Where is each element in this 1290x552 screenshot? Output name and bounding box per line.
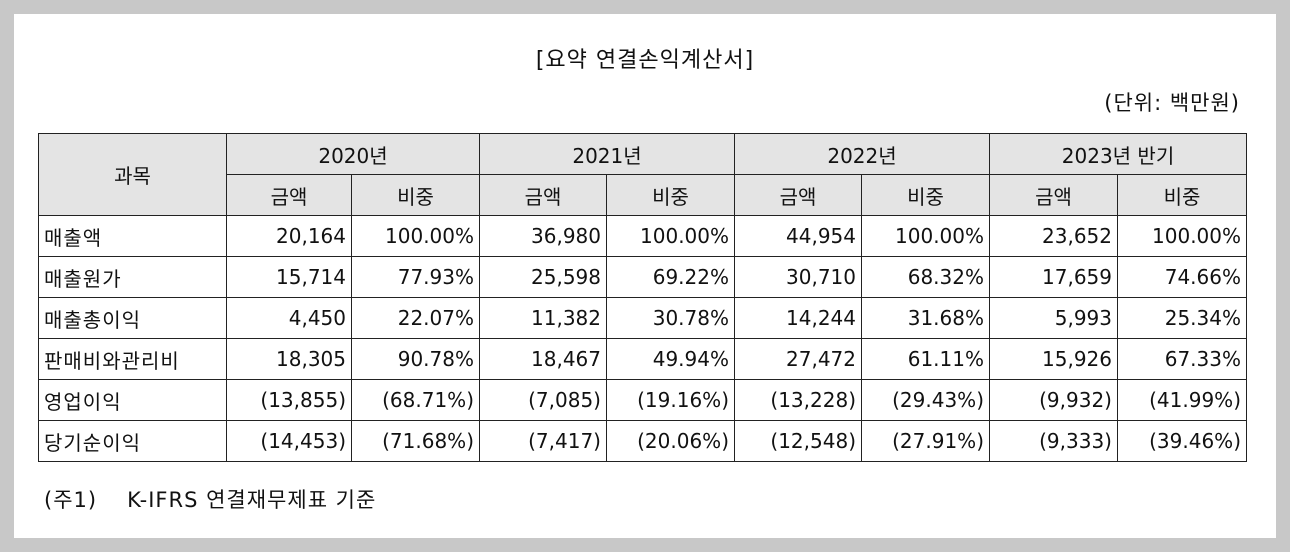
ratio-cell: 25.34%: [1117, 297, 1247, 339]
subject-header: 과목: [38, 133, 227, 216]
table-row: 판매비와관리비 18,305 90.78% 18,467 49.94% 27,472 61.…: [38, 338, 1247, 380]
ratio-cell: (41.99%): [1117, 379, 1247, 421]
amount-header: 금액: [734, 174, 862, 216]
amount-cell: (9,333): [989, 420, 1118, 462]
table-row: 매출액 20,164 100.00% 36,980 100.00% 44,954 100.0…: [38, 215, 1247, 257]
ratio-cell: (19.16%): [606, 379, 735, 421]
amount-header: 금액: [226, 174, 352, 216]
amount-cell: 15,926: [989, 338, 1118, 380]
row-label: 당기순이익: [38, 420, 227, 462]
ratio-cell: 100.00%: [1117, 215, 1247, 257]
ratio-cell: 100.00%: [861, 215, 990, 257]
amount-cell: 36,980: [479, 215, 607, 257]
amount-cell: 44,954: [734, 215, 862, 257]
footnote: (주1) K-IFRS 연결재무제표 기준: [44, 484, 376, 514]
ratio-cell: 22.07%: [351, 297, 480, 339]
row-label: 매출액: [38, 215, 227, 257]
amount-cell: 17,659: [989, 256, 1118, 298]
row-label: 판매비와관리비: [38, 338, 227, 380]
amount-cell: (7,417): [479, 420, 607, 462]
row-label: 영업이익: [38, 379, 227, 421]
ratio-cell: (71.68%): [351, 420, 480, 462]
amount-cell: 18,467: [479, 338, 607, 380]
amount-header: 금액: [989, 174, 1118, 216]
amount-cell: (9,932): [989, 379, 1118, 421]
ratio-cell: 69.22%: [606, 256, 735, 298]
period-header: 2023년 반기: [989, 133, 1247, 175]
amount-cell: 4,450: [226, 297, 352, 339]
ratio-header: 비중: [861, 174, 990, 216]
row-label: 매출원가: [38, 256, 227, 298]
header-row-sub: 금액 비중 금액 비중 금액 비중 금액 비중: [39, 174, 1247, 216]
amount-cell: 30,710: [734, 256, 862, 298]
ratio-cell: 74.66%: [1117, 256, 1247, 298]
document-title: [요약 연결손익계산서]: [535, 48, 755, 73]
table-row: 매출원가 15,714 77.93% 25,598 69.22% 30,710 68.32%…: [38, 256, 1247, 298]
table-row: 당기순이익 (14,453) (71.68%) (7,417) (20.06%) (12,…: [38, 420, 1247, 462]
footnote-marker: (주1): [44, 488, 98, 512]
ratio-cell: 49.94%: [606, 338, 735, 380]
ratio-header: 비중: [351, 174, 480, 216]
amount-header: 금액: [479, 174, 607, 216]
period-header: 2022년: [734, 133, 990, 175]
table-body: 매출액 20,164 100.00% 36,980 100.00% 44,954 100.0…: [38, 215, 1247, 462]
amount-cell: 20,164: [226, 215, 352, 257]
period-header: 2021년: [479, 133, 735, 175]
ratio-cell: 61.11%: [861, 338, 990, 380]
ratio-cell: 100.00%: [606, 215, 735, 257]
ratio-cell: 68.32%: [861, 256, 990, 298]
amount-cell: 25,598: [479, 256, 607, 298]
amount-cell: 15,714: [226, 256, 352, 298]
income-statement-table: 과목 2020년 2021년 2022년 2023년 반기 금액 비중 금액 비…: [38, 133, 1247, 462]
table-row: 매출총이익 4,450 22.07% 11,382 30.78% 14,244 31.68%…: [38, 297, 1247, 339]
amount-cell: 14,244: [734, 297, 862, 339]
period-header: 2020년: [226, 133, 480, 175]
ratio-cell: 31.68%: [861, 297, 990, 339]
ratio-cell: 77.93%: [351, 256, 480, 298]
ratio-cell: 67.33%: [1117, 338, 1247, 380]
amount-cell: (13,855): [226, 379, 352, 421]
table-row: 영업이익 (13,855) (68.71%) (7,085) (19.16%) (13,2…: [38, 379, 1247, 421]
ratio-header: 비중: [606, 174, 735, 216]
amount-cell: (12,548): [734, 420, 862, 462]
amount-cell: 18,305: [226, 338, 352, 380]
footnote-text: K-IFRS 연결재무제표 기준: [127, 488, 377, 512]
header-row-periods: 과목 2020년 2021년 2022년 2023년 반기: [38, 133, 1247, 216]
ratio-cell: (29.43%): [861, 379, 990, 421]
ratio-header: 비중: [1117, 174, 1247, 216]
amount-cell: 23,652: [989, 215, 1118, 257]
ratio-cell: (27.91%): [861, 420, 990, 462]
ratio-cell: (68.71%): [351, 379, 480, 421]
amount-cell: (14,453): [226, 420, 352, 462]
ratio-cell: (20.06%): [606, 420, 735, 462]
amount-cell: (7,085): [479, 379, 607, 421]
amount-cell: 11,382: [479, 297, 607, 339]
amount-cell: 5,993: [989, 297, 1118, 339]
ratio-cell: (39.46%): [1117, 420, 1247, 462]
ratio-cell: 30.78%: [606, 297, 735, 339]
ratio-cell: 100.00%: [351, 215, 480, 257]
unit-label: (단위: 백만원): [1104, 91, 1240, 115]
row-label: 매출총이익: [38, 297, 227, 339]
amount-cell: (13,228): [734, 379, 862, 421]
document-page: [요약 연결손익계산서] (단위: 백만원) 과목 2020년 2021년 20…: [14, 14, 1276, 538]
ratio-cell: 90.78%: [351, 338, 480, 380]
amount-cell: 27,472: [734, 338, 862, 380]
